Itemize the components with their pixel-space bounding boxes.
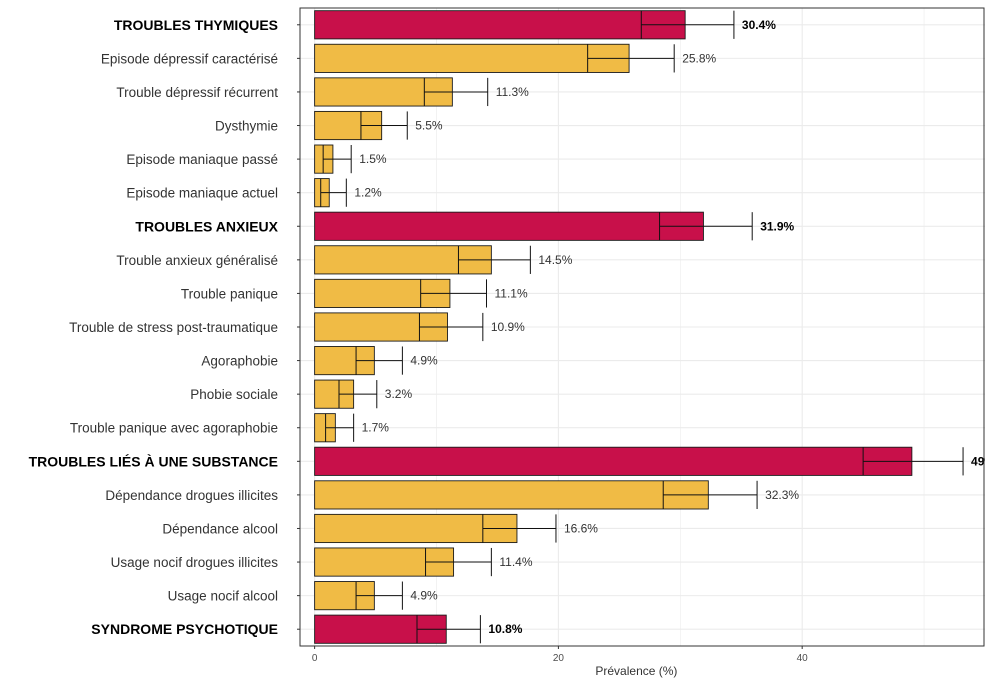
value-label: 5.5%: [415, 119, 443, 133]
value-label: 16.6%: [564, 521, 598, 535]
error-bar: [322, 145, 352, 174]
x-axis-tick-label: 40: [797, 653, 809, 664]
category-label: TROUBLES THYMIQUES: [114, 17, 278, 33]
bar: [314, 10, 686, 40]
value-label: 11.1%: [494, 286, 527, 300]
x-axis-tick-label: 20: [553, 653, 565, 664]
error-bar: [360, 111, 408, 140]
category-label: Episode dépressif caractérisé: [101, 51, 278, 66]
category-label: TROUBLES LIÉS À UNE SUBSTANCE: [29, 453, 278, 469]
error-bar: [640, 10, 735, 39]
error-bar: [587, 44, 675, 73]
error-bar: [482, 514, 557, 543]
category-label: TROUBLES ANXIEUX: [135, 218, 278, 234]
error-bar: [423, 77, 489, 107]
category-label: Usage nocif alcool: [168, 589, 278, 604]
category-label: Dépendance drogues illicites: [105, 488, 278, 503]
category-label: Trouble de stress post-traumatique: [69, 320, 278, 335]
category-labels: TROUBLES THYMIQUES Episode dépressif cara…: [29, 17, 300, 637]
error-bar: [355, 346, 403, 375]
error-bar: [320, 178, 347, 207]
plot-panel-border: [299, 7, 985, 647]
value-labels: 30.4% 25.8% 11.3% 5.5% 1.5% 1.2% 31.9% 14.5% 11.…: [354, 18, 985, 636]
value-label: 31.9%: [760, 219, 794, 233]
category-label: Dépendance alcool: [162, 521, 278, 536]
x-axis-title: Prévalence (%): [595, 664, 677, 678]
category-label: Trouble dépressif récurrent: [116, 85, 278, 100]
error-bar: [418, 312, 484, 342]
value-label: 11.4%: [499, 555, 532, 569]
value-label: 10.9%: [491, 320, 525, 334]
value-label: 10.8%: [488, 622, 522, 636]
value-label: 14.5%: [538, 253, 572, 267]
category-label: Trouble panique avec agoraphobie: [70, 421, 278, 436]
bar: [314, 480, 709, 510]
category-label: SYNDROME PSYCHOTIQUE: [91, 621, 278, 637]
error-bars: [320, 10, 964, 644]
value-label: 3.2%: [385, 387, 413, 401]
value-label: 4.9%: [410, 589, 438, 603]
bar: [314, 43, 630, 73]
bar: [314, 446, 913, 476]
bar: [314, 110, 383, 141]
error-bar: [425, 547, 492, 577]
error-bar: [862, 447, 964, 476]
error-bar: [662, 480, 758, 509]
error-bar: [659, 212, 753, 241]
x-axis-ticks: 0 20 40: [312, 646, 808, 664]
value-label: 1.7%: [362, 421, 390, 435]
value-label: 4.9%: [410, 354, 438, 368]
category-label: Agoraphobie: [201, 354, 278, 369]
value-label: 1.5%: [359, 152, 387, 166]
error-bar: [420, 279, 487, 308]
error-bar: [457, 245, 531, 274]
error-bar: [325, 413, 355, 442]
category-label: Usage nocif drogues illicites: [111, 555, 279, 570]
error-bar: [416, 615, 481, 644]
value-label: 1.2%: [354, 186, 382, 200]
bar: [314, 211, 704, 241]
category-label: Episode maniaque passé: [126, 152, 278, 167]
category-label: Phobie sociale: [190, 387, 278, 402]
error-bar: [338, 380, 378, 409]
value-label: 25.8%: [682, 51, 716, 65]
value-label: 11.3%: [496, 85, 529, 99]
value-label: 49%: [971, 454, 985, 468]
error-bar: [355, 581, 403, 610]
category-label: Trouble anxieux généralisé: [116, 253, 278, 268]
category-label: Episode maniaque actuel: [126, 186, 278, 201]
bars: [314, 10, 913, 644]
category-label: Dysthymie: [215, 119, 278, 134]
category-label: Trouble panique: [181, 286, 278, 301]
x-axis-tick-label: 0: [312, 653, 318, 664]
value-label: 30.4%: [742, 18, 776, 32]
value-label: 32.3%: [765, 488, 799, 502]
